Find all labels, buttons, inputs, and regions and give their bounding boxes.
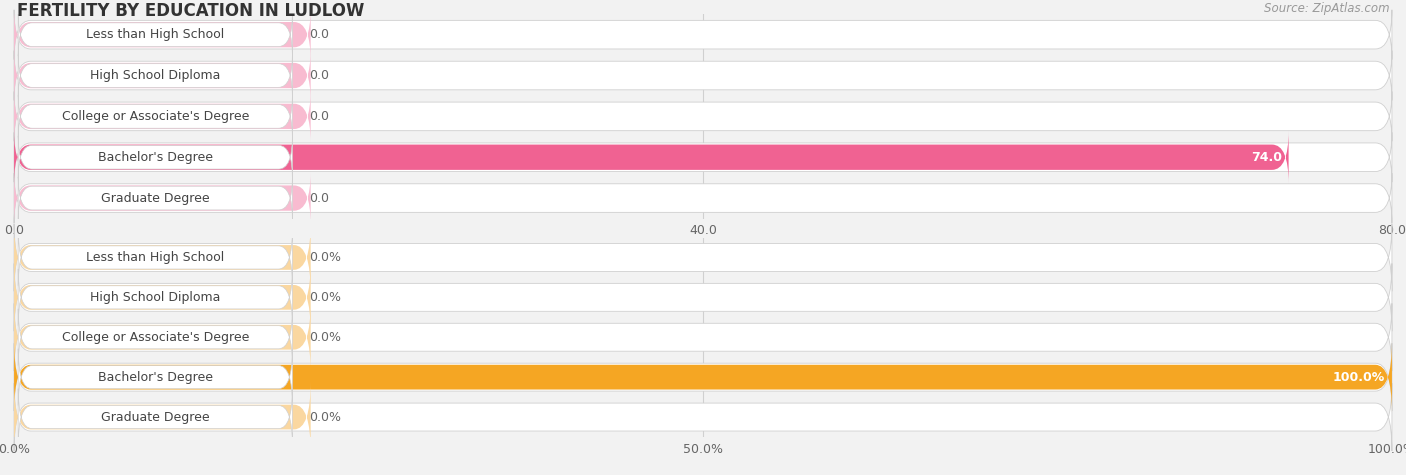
Text: 0.0: 0.0 (309, 69, 329, 82)
FancyBboxPatch shape (18, 177, 292, 219)
FancyBboxPatch shape (14, 8, 311, 61)
FancyBboxPatch shape (18, 229, 292, 286)
Text: Graduate Degree: Graduate Degree (101, 191, 209, 205)
Text: 0.0%: 0.0% (309, 331, 340, 344)
Text: 0.0: 0.0 (309, 28, 329, 41)
FancyBboxPatch shape (18, 14, 292, 56)
Text: Less than High School: Less than High School (86, 251, 225, 264)
FancyBboxPatch shape (14, 171, 311, 225)
FancyBboxPatch shape (14, 92, 1392, 141)
Text: 74.0: 74.0 (1251, 151, 1282, 164)
FancyBboxPatch shape (18, 136, 292, 178)
Text: 0.0: 0.0 (309, 191, 329, 205)
FancyBboxPatch shape (14, 264, 1392, 331)
Text: 100.0%: 100.0% (1333, 370, 1385, 384)
Text: High School Diploma: High School Diploma (90, 291, 221, 304)
Text: 0.0%: 0.0% (309, 251, 340, 264)
FancyBboxPatch shape (18, 309, 292, 366)
FancyBboxPatch shape (18, 55, 292, 96)
FancyBboxPatch shape (14, 10, 1392, 59)
FancyBboxPatch shape (14, 383, 1392, 451)
FancyBboxPatch shape (14, 51, 1392, 100)
FancyBboxPatch shape (14, 49, 311, 102)
FancyBboxPatch shape (14, 222, 311, 293)
FancyBboxPatch shape (14, 342, 1392, 413)
FancyBboxPatch shape (14, 90, 311, 143)
FancyBboxPatch shape (14, 224, 1392, 291)
Text: Bachelor's Degree: Bachelor's Degree (98, 370, 212, 384)
Text: Less than High School: Less than High School (86, 28, 225, 41)
FancyBboxPatch shape (18, 269, 292, 326)
Text: 0.0%: 0.0% (309, 410, 340, 424)
Text: High School Diploma: High School Diploma (90, 69, 221, 82)
FancyBboxPatch shape (14, 173, 1392, 223)
FancyBboxPatch shape (18, 389, 292, 446)
Text: College or Associate's Degree: College or Associate's Degree (62, 110, 249, 123)
FancyBboxPatch shape (14, 302, 311, 373)
Text: FERTILITY BY EDUCATION IN LUDLOW: FERTILITY BY EDUCATION IN LUDLOW (17, 2, 364, 20)
FancyBboxPatch shape (14, 131, 1289, 184)
FancyBboxPatch shape (14, 343, 1392, 411)
Text: College or Associate's Degree: College or Associate's Degree (62, 331, 249, 344)
Text: Graduate Degree: Graduate Degree (101, 410, 209, 424)
FancyBboxPatch shape (14, 304, 1392, 371)
Text: Bachelor's Degree: Bachelor's Degree (98, 151, 212, 164)
Text: Source: ZipAtlas.com: Source: ZipAtlas.com (1264, 2, 1389, 15)
FancyBboxPatch shape (14, 381, 311, 453)
Text: 0.0: 0.0 (309, 110, 329, 123)
FancyBboxPatch shape (18, 349, 292, 406)
FancyBboxPatch shape (14, 262, 311, 333)
FancyBboxPatch shape (14, 133, 1392, 182)
FancyBboxPatch shape (18, 95, 292, 137)
Text: 0.0%: 0.0% (309, 291, 340, 304)
